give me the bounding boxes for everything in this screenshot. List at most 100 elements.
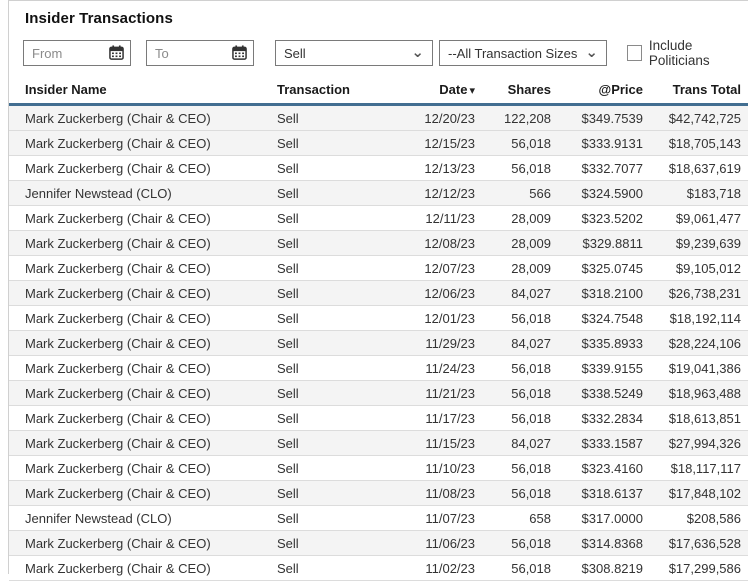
column-header-trans-total[interactable]: Trans Total xyxy=(643,78,748,106)
cell-price: $338.5249 xyxy=(551,380,643,406)
cell-price: $318.6137 xyxy=(551,480,643,506)
cell-price: $317.0000 xyxy=(551,505,643,531)
cell-transaction: Sell xyxy=(277,355,385,381)
cell-total: $18,637,619 xyxy=(643,155,748,181)
cell-date: 12/07/23 xyxy=(385,255,475,281)
sort-descending-icon xyxy=(469,85,475,97)
column-header-shares[interactable]: Shares xyxy=(475,78,551,106)
cell-name[interactable]: Mark Zuckerberg (Chair & CEO) xyxy=(9,355,277,381)
cell-date: 11/02/23 xyxy=(385,555,475,581)
cell-transaction: Sell xyxy=(277,180,385,206)
cell-shares: 56,018 xyxy=(475,155,551,181)
cell-date: 11/07/23 xyxy=(385,505,475,531)
cell-total: $17,299,586 xyxy=(643,555,748,581)
page-title: Insider Transactions xyxy=(25,10,173,27)
cell-date: 11/15/23 xyxy=(385,430,475,456)
cell-shares: 56,018 xyxy=(475,555,551,581)
cell-name[interactable]: Mark Zuckerberg (Chair & CEO) xyxy=(9,455,277,481)
cell-price: $332.2834 xyxy=(551,405,643,431)
cell-shares: 84,027 xyxy=(475,280,551,306)
cell-shares: 56,018 xyxy=(475,455,551,481)
cell-total: $18,192,114 xyxy=(643,305,748,331)
cell-transaction: Sell xyxy=(277,330,385,356)
insider-transactions-table: Insider Name Transaction Date Shares @Pr… xyxy=(9,78,748,581)
cell-price: $324.5900 xyxy=(551,180,643,206)
cell-transaction: Sell xyxy=(277,505,385,531)
column-header-date[interactable]: Date xyxy=(385,78,475,106)
cell-price: $323.4160 xyxy=(551,455,643,481)
cell-total: $18,705,143 xyxy=(643,130,748,156)
table-row: Mark Zuckerberg (Chair & CEO) Sell 12/11/2… xyxy=(9,205,748,231)
table-row: Mark Zuckerberg (Chair & CEO) Sell 11/17/2… xyxy=(9,405,748,431)
cell-shares: 28,009 xyxy=(475,255,551,281)
column-header-price[interactable]: @Price xyxy=(551,78,643,106)
cell-date: 11/21/23 xyxy=(385,380,475,406)
cell-name[interactable]: Jennifer Newstead (CLO) xyxy=(9,180,277,206)
table-row: Mark Zuckerberg (Chair & CEO) Sell 11/10/2… xyxy=(9,455,748,481)
cell-transaction: Sell xyxy=(277,205,385,231)
cell-name[interactable]: Mark Zuckerberg (Chair & CEO) xyxy=(9,104,277,131)
cell-name[interactable]: Mark Zuckerberg (Chair & CEO) xyxy=(9,130,277,156)
cell-date: 11/24/23 xyxy=(385,355,475,381)
cell-total: $28,224,106 xyxy=(643,330,748,356)
cell-name[interactable]: Mark Zuckerberg (Chair & CEO) xyxy=(9,480,277,506)
cell-price: $314.8368 xyxy=(551,530,643,556)
cell-name[interactable]: Mark Zuckerberg (Chair & CEO) xyxy=(9,155,277,181)
cell-price: $325.0745 xyxy=(551,255,643,281)
cell-date: 11/10/23 xyxy=(385,455,475,481)
column-header-insider-name[interactable]: Insider Name xyxy=(9,78,277,106)
cell-total: $208,586 xyxy=(643,505,748,531)
cell-shares: 84,027 xyxy=(475,330,551,356)
cell-total: $19,041,386 xyxy=(643,355,748,381)
include-politicians-wrap: Include Politicians xyxy=(627,38,748,68)
cell-transaction: Sell xyxy=(277,305,385,331)
table-row: Jennifer Newstead (CLO) Sell 11/07/23 658 $3… xyxy=(9,505,748,531)
table-row: Mark Zuckerberg (Chair & CEO) Sell 11/21/2… xyxy=(9,380,748,406)
cell-transaction: Sell xyxy=(277,455,385,481)
cell-price: $318.2100 xyxy=(551,280,643,306)
cell-name[interactable]: Mark Zuckerberg (Chair & CEO) xyxy=(9,305,277,331)
cell-shares: 28,009 xyxy=(475,205,551,231)
cell-name[interactable]: Mark Zuckerberg (Chair & CEO) xyxy=(9,530,277,556)
include-politicians-label[interactable]: Include Politicians xyxy=(648,38,710,68)
cell-price: $329.8811 xyxy=(551,230,643,256)
cell-name[interactable]: Mark Zuckerberg (Chair & CEO) xyxy=(9,230,277,256)
cell-transaction: Sell xyxy=(277,530,385,556)
cell-name[interactable]: Mark Zuckerberg (Chair & CEO) xyxy=(9,280,277,306)
cell-shares: 56,018 xyxy=(475,480,551,506)
cell-date: 12/15/23 xyxy=(385,130,475,156)
cell-price: $308.8219 xyxy=(551,555,643,581)
to-date-input[interactable] xyxy=(146,40,254,66)
table-row: Mark Zuckerberg (Chair & CEO) Sell 11/02/2… xyxy=(9,555,748,581)
table-header-row: Insider Name Transaction Date Shares @Pr… xyxy=(9,78,748,106)
from-date-input[interactable] xyxy=(23,40,131,66)
cell-total: $42,742,725 xyxy=(643,104,748,131)
cell-name[interactable]: Mark Zuckerberg (Chair & CEO) xyxy=(9,205,277,231)
transaction-type-select[interactable]: Sell xyxy=(275,40,433,66)
table-row: Mark Zuckerberg (Chair & CEO) Sell 12/20/2… xyxy=(9,104,748,131)
cell-shares: 122,208 xyxy=(475,104,551,131)
transaction-size-select[interactable]: --All Transaction Sizes-- xyxy=(439,40,607,66)
column-header-transaction[interactable]: Transaction xyxy=(277,78,385,106)
cell-date: 12/11/23 xyxy=(385,205,475,231)
cell-date: 11/06/23 xyxy=(385,530,475,556)
column-header-date-label: Date xyxy=(439,82,468,97)
cell-total: $9,239,639 xyxy=(643,230,748,256)
cell-name[interactable]: Mark Zuckerberg (Chair & CEO) xyxy=(9,405,277,431)
cell-shares: 56,018 xyxy=(475,530,551,556)
table-row: Mark Zuckerberg (Chair & CEO) Sell 12/07/2… xyxy=(9,255,748,281)
table-row: Mark Zuckerberg (Chair & CEO) Sell 11/08/2… xyxy=(9,480,748,506)
cell-name[interactable]: Mark Zuckerberg (Chair & CEO) xyxy=(9,380,277,406)
cell-name[interactable]: Mark Zuckerberg (Chair & CEO) xyxy=(9,255,277,281)
cell-name[interactable]: Mark Zuckerberg (Chair & CEO) xyxy=(9,430,277,456)
table-row: Mark Zuckerberg (Chair & CEO) Sell 12/06/2… xyxy=(9,280,748,306)
cell-name[interactable]: Mark Zuckerberg (Chair & CEO) xyxy=(9,330,277,356)
transaction-type-select-wrap: Sell xyxy=(275,40,433,66)
cell-total: $183,718 xyxy=(643,180,748,206)
cell-name[interactable]: Mark Zuckerberg (Chair & CEO) xyxy=(9,555,277,581)
table-row: Mark Zuckerberg (Chair & CEO) Sell 11/24/2… xyxy=(9,355,748,381)
cell-name[interactable]: Jennifer Newstead (CLO) xyxy=(9,505,277,531)
include-politicians-checkbox[interactable] xyxy=(627,45,642,61)
cell-shares: 56,018 xyxy=(475,355,551,381)
table-row: Mark Zuckerberg (Chair & CEO) Sell 12/01/2… xyxy=(9,305,748,331)
